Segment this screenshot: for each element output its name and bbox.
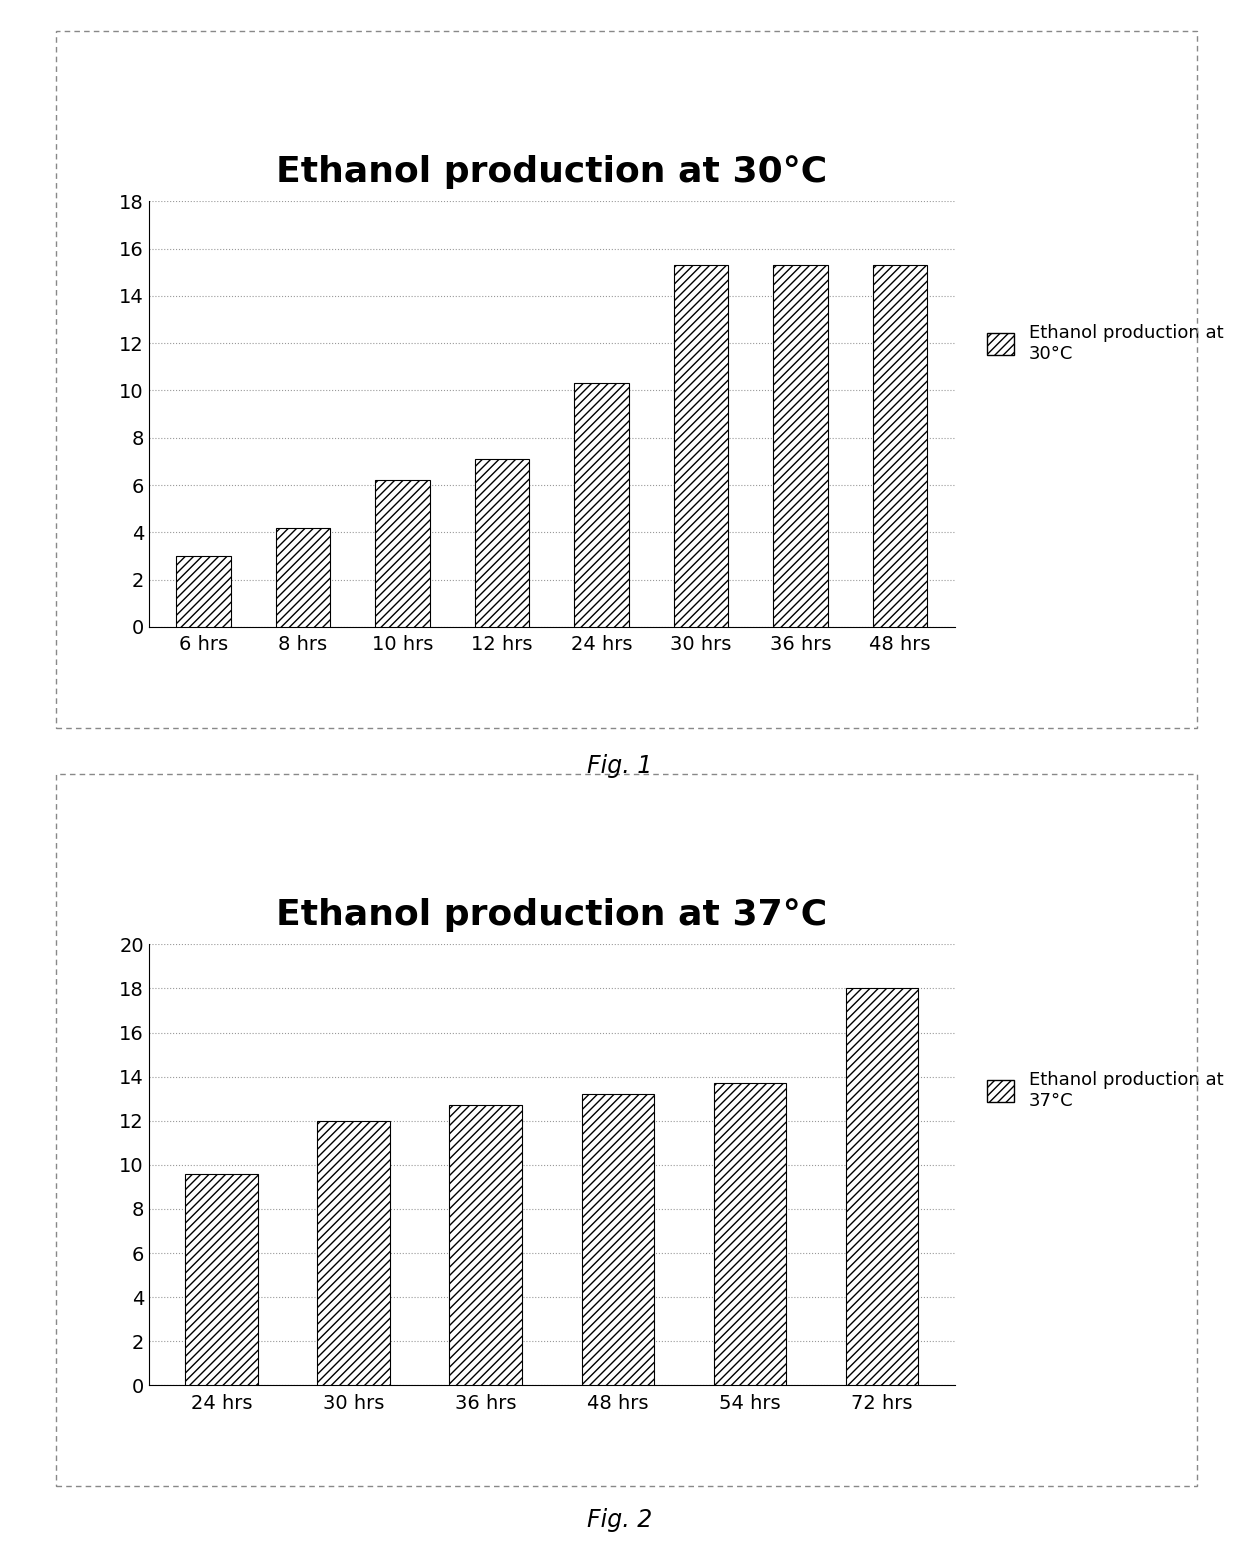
Bar bbox=[673, 265, 728, 627]
Bar bbox=[449, 1105, 522, 1385]
Bar bbox=[574, 384, 629, 627]
Bar bbox=[275, 528, 330, 627]
Text: Fig. 1: Fig. 1 bbox=[588, 754, 652, 779]
Text: Fig. 2: Fig. 2 bbox=[588, 1508, 652, 1533]
Bar bbox=[846, 988, 919, 1385]
Bar bbox=[376, 480, 430, 627]
Bar bbox=[582, 1094, 655, 1385]
Bar bbox=[176, 556, 231, 627]
Title: Ethanol production at 37°C: Ethanol production at 37°C bbox=[277, 898, 827, 932]
Bar bbox=[873, 265, 928, 627]
Bar bbox=[774, 265, 828, 627]
Bar bbox=[475, 460, 529, 627]
Bar bbox=[185, 1173, 258, 1385]
Bar bbox=[317, 1121, 389, 1385]
Title: Ethanol production at 30°C: Ethanol production at 30°C bbox=[277, 155, 827, 189]
Legend: Ethanol production at
30°C: Ethanol production at 30°C bbox=[980, 317, 1230, 370]
Legend: Ethanol production at
37°C: Ethanol production at 37°C bbox=[980, 1063, 1230, 1116]
Bar bbox=[714, 1084, 786, 1385]
